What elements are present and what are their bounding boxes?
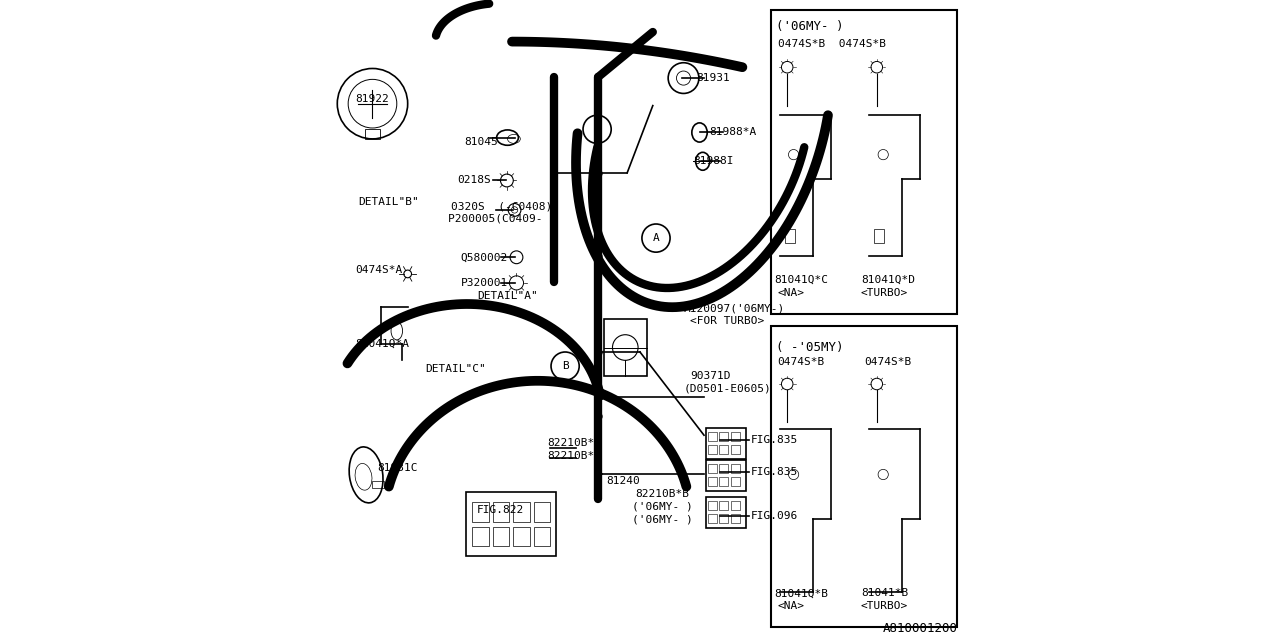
Text: (D0501-E0605): (D0501-E0605) — [684, 383, 772, 394]
Bar — [372, 481, 384, 488]
Bar — [708, 514, 717, 523]
Bar — [534, 527, 550, 546]
Text: P320001: P320001 — [461, 278, 508, 288]
Text: FIG.835: FIG.835 — [750, 467, 797, 477]
Text: M120097('06MY-): M120097('06MY-) — [684, 303, 785, 314]
Bar — [719, 464, 728, 473]
Bar — [472, 502, 489, 522]
Text: FIG.835: FIG.835 — [750, 435, 797, 445]
Bar — [493, 502, 509, 522]
Text: 81922: 81922 — [356, 94, 389, 104]
Text: <NA>: <NA> — [777, 602, 805, 611]
Text: 81041*B: 81041*B — [860, 589, 908, 598]
Bar — [719, 514, 728, 523]
Bar — [513, 502, 530, 522]
Bar — [785, 229, 795, 243]
Bar — [708, 464, 717, 473]
Text: C: C — [594, 124, 600, 134]
Bar — [707, 460, 745, 491]
Text: <TURBO>: <TURBO> — [860, 602, 908, 611]
Text: ('06MY- ): ('06MY- ) — [632, 515, 692, 525]
Bar — [708, 432, 717, 441]
Text: FIG.822: FIG.822 — [477, 505, 524, 515]
Bar — [771, 326, 957, 627]
Text: DETAIL"C": DETAIL"C" — [425, 364, 486, 374]
Text: A: A — [653, 233, 659, 243]
Text: 81240: 81240 — [607, 476, 640, 486]
Bar — [731, 477, 740, 486]
Bar — [534, 502, 550, 522]
Bar — [719, 501, 728, 510]
Bar — [731, 432, 740, 441]
Text: 0218S: 0218S — [458, 175, 492, 186]
Text: FIG.096: FIG.096 — [750, 511, 797, 522]
Bar — [707, 428, 745, 459]
Text: <TURBO>: <TURBO> — [860, 288, 908, 298]
Bar — [513, 527, 530, 546]
Text: 81041Q*B: 81041Q*B — [774, 589, 828, 598]
Text: 81988I: 81988I — [694, 156, 733, 166]
Text: 0474S*B: 0474S*B — [864, 357, 911, 367]
Bar — [771, 10, 957, 314]
Text: 81041Q*A: 81041Q*A — [356, 339, 410, 349]
Circle shape — [584, 115, 612, 143]
Text: 81931C: 81931C — [378, 463, 419, 474]
Bar — [466, 492, 556, 556]
Bar — [707, 497, 745, 528]
Text: ( -'05MY): ( -'05MY) — [776, 340, 844, 354]
Bar — [874, 229, 884, 243]
Circle shape — [641, 224, 671, 252]
Bar — [708, 477, 717, 486]
Bar — [719, 432, 728, 441]
Text: 81041Q*D: 81041Q*D — [860, 275, 915, 285]
Text: 0474S*A: 0474S*A — [356, 265, 402, 275]
Text: 0320S  (-C0408): 0320S (-C0408) — [452, 201, 553, 211]
Text: 82210B*B: 82210B*B — [635, 489, 690, 499]
Bar — [472, 527, 489, 546]
Text: 82210B*A: 82210B*A — [548, 451, 602, 461]
Bar — [731, 501, 740, 510]
Bar — [719, 445, 728, 454]
Text: 82210B*C: 82210B*C — [548, 438, 602, 448]
Text: DETAIL"B": DETAIL"B" — [358, 196, 419, 207]
Text: 0474S*B: 0474S*B — [777, 357, 824, 367]
Text: 81931: 81931 — [696, 73, 730, 83]
Bar — [708, 445, 717, 454]
Bar — [719, 477, 728, 486]
Circle shape — [550, 352, 580, 380]
Bar — [493, 527, 509, 546]
Text: 81988*A: 81988*A — [709, 127, 756, 138]
Text: Q580002: Q580002 — [461, 252, 508, 262]
Text: 0474S*B  0474S*B: 0474S*B 0474S*B — [777, 39, 886, 49]
Bar — [731, 514, 740, 523]
Text: <NA>: <NA> — [777, 288, 805, 298]
Bar — [731, 445, 740, 454]
Text: 81041Q*C: 81041Q*C — [774, 275, 828, 285]
Bar — [731, 464, 740, 473]
Text: A810001200: A810001200 — [883, 622, 957, 635]
Text: 90371D: 90371D — [690, 371, 731, 381]
Bar — [365, 129, 380, 139]
Text: P200005(C0409- ): P200005(C0409- ) — [448, 214, 556, 224]
Text: ('06MY- ): ('06MY- ) — [632, 502, 692, 512]
Circle shape — [404, 270, 412, 278]
Text: 81045: 81045 — [465, 137, 498, 147]
Bar — [604, 319, 646, 376]
Text: DETAIL"A": DETAIL"A" — [477, 291, 538, 301]
Bar — [708, 501, 717, 510]
Text: <FOR TURBO>: <FOR TURBO> — [690, 316, 764, 326]
Text: B: B — [562, 361, 568, 371]
Text: ('06MY- ): ('06MY- ) — [776, 20, 844, 33]
